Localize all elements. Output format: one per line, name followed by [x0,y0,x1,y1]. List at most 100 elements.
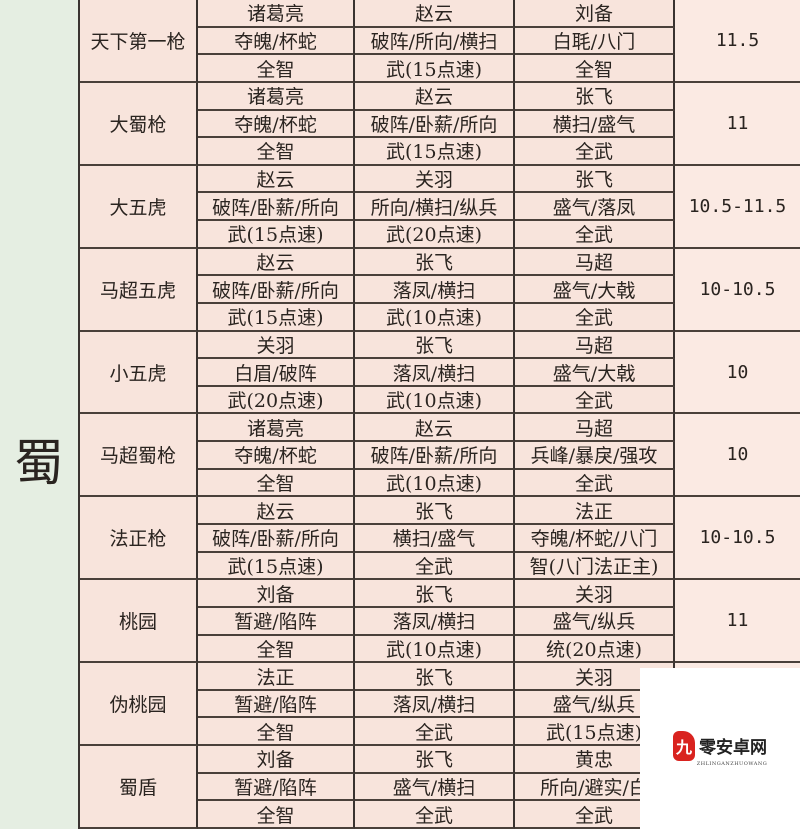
hero-cell: 张飞 [355,331,515,360]
attribute-cell: 武(10点速) [355,386,515,415]
hero-cell: 张飞 [355,580,515,608]
hero-cell: 赵云 [355,414,515,443]
lineup-name: 小五虎 [80,331,198,415]
hero-cell: 张飞 [355,248,515,277]
attribute-cell: 武(10点速) [355,635,515,664]
attribute-cell: 武(10点速) [355,469,515,498]
hero-cell: 赵云 [198,248,355,277]
tactics-cell: 白毦/八门 [515,27,675,56]
attribute-cell: 智(八门法正主) [515,552,675,581]
hero-cell: 诸葛亮 [198,414,355,443]
score-cell: 10-10.5 [675,248,800,332]
attribute-cell: 全武 [515,221,675,249]
score-cell: 10 [675,414,800,498]
tactics-cell: 夺魄/杯蛇 [198,110,355,139]
tactics-cell: 落凤/横扫 [355,690,515,719]
tactics-cell: 盛气/落凤 [515,193,675,222]
lineup-name: 天下第一枪 [80,0,198,83]
tactics-cell: 盛气/横扫 [355,773,515,802]
attribute-cell: 全智 [198,55,355,83]
hero-cell: 马超 [515,414,675,443]
lineup-name: 马超蜀枪 [80,414,198,498]
attribute-cell: 全智 [198,801,355,829]
hero-cell: 张飞 [515,82,675,111]
attribute-cell: 统(20点速) [515,635,675,664]
lineup-name: 大五虎 [80,165,198,249]
score-cell: 10-10.5 [675,497,800,581]
hero-cell: 马超 [515,331,675,360]
score-cell: 10 [675,331,800,415]
hero-cell: 关羽 [515,580,675,608]
tactics-cell: 所向/横扫/纵兵 [355,193,515,222]
faction-label: 蜀 [0,0,80,829]
hero-cell: 赵云 [198,497,355,526]
tactics-cell: 暂避/陷阵 [198,607,355,636]
hero-cell: 关羽 [355,165,515,194]
tactics-cell: 盛气/大戟 [515,276,675,304]
attribute-cell: 全武 [355,552,515,581]
hero-cell: 诸葛亮 [198,82,355,111]
attribute-cell: 武(15点速) [355,55,515,83]
lineup-name: 桃园 [80,580,198,664]
hero-cell: 关羽 [198,331,355,360]
watermark-text: 零安卓网 [699,738,767,758]
tactics-cell: 盛气/纵兵 [515,607,675,636]
hero-cell: 刘备 [515,0,675,28]
hero-cell: 张飞 [355,497,515,526]
tactics-cell: 破阵/卧薪/所向 [198,276,355,304]
attribute-cell: 全智 [198,635,355,664]
hero-cell: 赵云 [355,82,515,111]
attribute-cell: 全智 [198,469,355,498]
tactics-cell: 落凤/横扫 [355,276,515,304]
tactics-cell: 横扫/盛气 [515,110,675,139]
score-cell: 11 [675,580,800,664]
watermark: 九 零安卓网 ZHLINGANZHUOWANG [640,668,800,829]
hero-cell: 张飞 [355,663,515,691]
hero-cell: 张飞 [515,165,675,194]
score-cell: 10.5-11.5 [675,165,800,249]
tactics-cell: 破阵/卧薪/所向 [355,110,515,139]
tactics-cell: 夺魄/杯蛇 [198,27,355,56]
watermark-logo-icon: 九 [673,730,695,761]
tactics-cell: 白眉/破阵 [198,359,355,387]
hero-cell: 诸葛亮 [198,0,355,28]
attribute-cell: 武(20点速) [198,386,355,415]
tactics-cell: 落凤/横扫 [355,607,515,636]
tactics-cell: 兵峰/暴戾/强攻 [515,442,675,470]
attribute-cell: 武(15点速) [198,303,355,332]
attribute-cell: 武(20点速) [355,221,515,249]
hero-cell: 赵云 [198,165,355,194]
attribute-cell: 全武 [515,303,675,332]
tactics-cell: 暂避/陷阵 [198,690,355,719]
attribute-cell: 全武 [355,718,515,747]
hero-cell: 刘备 [198,580,355,608]
attribute-cell: 武(15点速) [355,138,515,166]
lineup-name: 法正枪 [80,497,198,581]
hero-cell: 法正 [515,497,675,526]
lineup-name: 马超五虎 [80,248,198,332]
attribute-cell: 全武 [515,469,675,498]
tactics-cell: 破阵/卧薪/所向 [198,525,355,553]
tactics-cell: 横扫/盛气 [355,525,515,553]
lineup-name: 大蜀枪 [80,82,198,166]
tactics-cell: 盛气/大戟 [515,359,675,387]
tactics-cell: 破阵/卧薪/所向 [198,193,355,222]
lineup-name: 蜀盾 [80,746,198,829]
attribute-cell: 全武 [515,386,675,415]
attribute-cell: 全智 [198,138,355,166]
tactics-cell: 夺魄/杯蛇 [198,442,355,470]
tactics-cell: 落凤/横扫 [355,359,515,387]
attribute-cell: 全智 [515,55,675,83]
tactics-cell: 夺魄/杯蛇/八门 [515,525,675,553]
attribute-cell: 全武 [515,138,675,166]
hero-cell: 张飞 [355,746,515,774]
hero-cell: 马超 [515,248,675,277]
score-cell: 11.5 [675,0,800,83]
watermark-subtext: ZHLINGANZHUOWANG [696,760,768,767]
tactics-cell: 破阵/所向/横扫 [355,27,515,56]
attribute-cell: 全智 [198,718,355,747]
attribute-cell: 武(15点速) [198,552,355,581]
attribute-cell: 武(10点速) [355,303,515,332]
hero-cell: 刘备 [198,746,355,774]
